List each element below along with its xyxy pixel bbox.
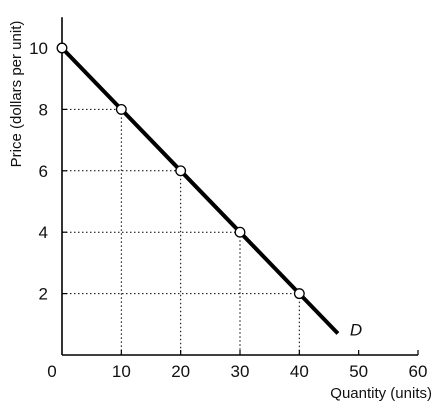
point-marker: [115, 103, 127, 115]
x-tick-label: 30: [231, 362, 250, 381]
x-tick-label: 10: [112, 362, 131, 381]
point-marker: [56, 42, 68, 54]
y-tick-label: 8: [39, 100, 48, 119]
y-axis-title: Price (dollars per unit): [8, 21, 25, 168]
x-tick-label: 60: [409, 362, 428, 381]
demand-curve-label: D: [350, 321, 362, 340]
y-axis-ticks: 2 4 6 8 10: [29, 39, 67, 304]
demand-line: [60, 46, 340, 335]
demand-series: [60, 46, 340, 335]
y-tick-label: 2: [39, 285, 48, 304]
x-tick-label: 50: [349, 362, 368, 381]
dotted-guide-lines: [62, 108, 300, 355]
point-marker: [175, 165, 187, 177]
y-tick-label: 10: [29, 39, 48, 58]
point-markers: [56, 42, 305, 300]
y-tick-label: 4: [39, 223, 48, 242]
x-axis-title: Quantity (units): [330, 385, 432, 402]
x-axis-ticks: 0 10 20 30 40 50 60: [47, 350, 427, 381]
point-marker: [234, 226, 246, 238]
x-tick-label: 20: [171, 362, 190, 381]
point-marker: [293, 288, 305, 300]
x-tick-label: 0: [47, 362, 56, 381]
x-tick-label: 40: [290, 362, 309, 381]
y-tick-label: 6: [39, 162, 48, 181]
